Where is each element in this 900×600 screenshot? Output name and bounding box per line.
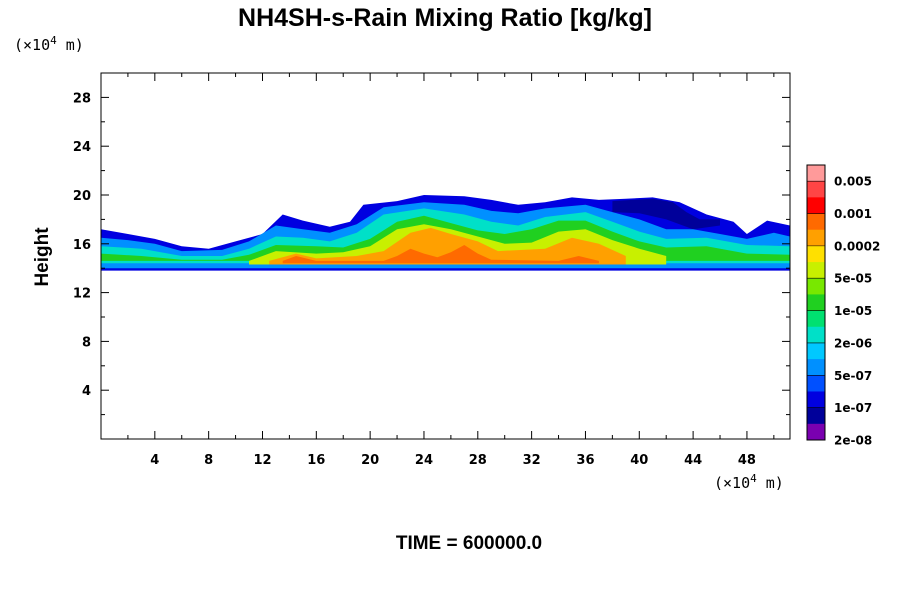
y-axis-unit: (×104 m) bbox=[14, 34, 84, 54]
field-layer-2 bbox=[612, 198, 720, 230]
x-axis-unit: (×104 m) bbox=[714, 472, 784, 492]
colorbar-swatch bbox=[807, 165, 825, 182]
x-tick-label: 12 bbox=[253, 453, 271, 468]
colorbar-swatch bbox=[807, 310, 825, 328]
colorbar-swatch bbox=[807, 342, 825, 360]
y-tick-label: 4 bbox=[82, 384, 91, 399]
chart-title: NH4SH-s-Rain Mixing Ratio [kg/kg] bbox=[238, 4, 652, 32]
colorbar-swatch bbox=[807, 423, 825, 441]
x-tick-label: 20 bbox=[361, 453, 379, 468]
colorbar-swatch bbox=[807, 229, 825, 247]
x-tick-label: 8 bbox=[204, 453, 213, 468]
y-tick-labels: 4 8 12 16 20 24 28 bbox=[73, 91, 91, 399]
field-layer-8 bbox=[282, 245, 599, 264]
field-layer-7 bbox=[269, 227, 626, 265]
x-tick-label: 4 bbox=[150, 453, 159, 468]
x-tick-label: 24 bbox=[415, 453, 433, 468]
x-tick-label: 36 bbox=[576, 453, 594, 468]
x-tick-label: 32 bbox=[523, 453, 541, 468]
colorbar-label: 0.001 bbox=[834, 207, 872, 221]
y-tick-label: 8 bbox=[82, 335, 91, 350]
y-tick-label: 16 bbox=[73, 238, 91, 253]
plot-frame bbox=[100, 72, 791, 440]
colorbar-label: 2e-06 bbox=[834, 336, 872, 350]
colorbar-label: 0.005 bbox=[834, 175, 872, 189]
time-label: TIME = 600000.0 bbox=[396, 533, 542, 554]
colorbar-swatch bbox=[807, 326, 825, 344]
plot-area bbox=[100, 72, 791, 440]
colorbar-swatch bbox=[807, 278, 825, 295]
y-tick-label: 28 bbox=[73, 91, 91, 106]
colorbar bbox=[806, 164, 826, 441]
y-tick-label: 12 bbox=[73, 287, 91, 302]
x-tick-label: 40 bbox=[630, 453, 648, 468]
x-tick-label: 28 bbox=[469, 453, 487, 468]
colorbar-swatch bbox=[807, 391, 825, 409]
colorbar-swatch bbox=[807, 245, 825, 263]
colorbar-swatch bbox=[807, 294, 825, 311]
y-axis-label: Height bbox=[32, 227, 53, 287]
x-tick-label: 48 bbox=[738, 453, 756, 468]
colorbar-label: 5e-05 bbox=[834, 272, 872, 286]
colorbar-label: 1e-05 bbox=[834, 304, 872, 318]
y-tick-label: 20 bbox=[73, 189, 91, 204]
colorbar-swatch bbox=[807, 375, 825, 392]
colorbar-label: 0.0002 bbox=[834, 239, 880, 253]
axis-ticks bbox=[101, 73, 790, 439]
x-tick-labels: 4 8 12 16 20 24 28 32 36 40 44 48 bbox=[150, 453, 756, 468]
y-tick-label: 24 bbox=[73, 140, 91, 155]
colorbar-swatch bbox=[807, 181, 825, 198]
colorbar-swatch bbox=[807, 262, 825, 279]
colorbar-labels: 0.005 0.001 0.0002 5e-05 1e-05 2e-06 5e-07 1e-0… bbox=[807, 175, 880, 448]
colorbar-swatch bbox=[807, 213, 825, 231]
x-tick-label: 44 bbox=[684, 453, 702, 468]
colorbar-label: 2e-08 bbox=[834, 434, 872, 448]
colorbar-swatch bbox=[807, 359, 825, 376]
x-tick-label: 16 bbox=[307, 453, 325, 468]
colorbar-label: 5e-07 bbox=[834, 369, 872, 383]
colorbar-swatch bbox=[807, 197, 825, 214]
colorbar-swatch bbox=[807, 407, 825, 425]
colorbar-label: 1e-07 bbox=[834, 401, 872, 415]
